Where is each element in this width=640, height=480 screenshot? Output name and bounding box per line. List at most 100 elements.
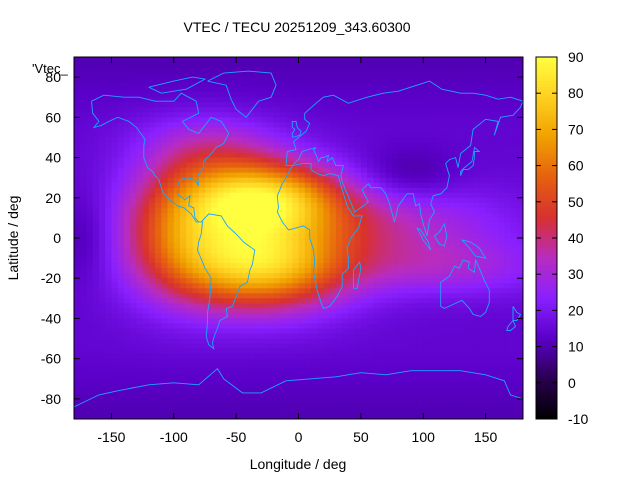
heatmap-cell <box>491 132 499 138</box>
heatmap-cell <box>298 217 306 224</box>
heatmap-cell <box>161 157 168 163</box>
heatmap-cell <box>186 273 193 279</box>
heatmap-cell <box>248 157 256 163</box>
heatmap-cell <box>504 293 511 299</box>
heatmap-cell <box>286 388 293 395</box>
heatmap-cell <box>429 338 437 344</box>
heatmap-cell <box>379 318 387 324</box>
heatmap-cell <box>410 142 418 148</box>
heatmap-cell <box>279 122 287 128</box>
heatmap-cell <box>198 253 206 259</box>
heatmap-cell <box>180 273 187 279</box>
heatmap-cell <box>473 192 480 199</box>
heatmap-cell <box>466 393 474 400</box>
heatmap-cell <box>342 122 349 128</box>
heatmap-cell <box>236 142 243 148</box>
heatmap-cell <box>367 182 374 189</box>
heatmap-cell <box>136 268 143 274</box>
heatmap-cell <box>204 207 212 214</box>
heatmap-cell <box>80 197 87 204</box>
heatmap-cell <box>379 162 387 169</box>
heatmap-cell <box>267 303 274 309</box>
heatmap-cell <box>435 62 443 68</box>
heatmap-cell <box>217 398 225 405</box>
heatmap-cell <box>448 388 455 395</box>
heatmap-cell <box>286 192 293 199</box>
heatmap-cell <box>161 87 168 93</box>
heatmap-cell <box>448 268 455 274</box>
heatmap-cell <box>248 383 256 390</box>
heatmap-cell <box>416 77 424 83</box>
heatmap-cell <box>342 202 349 209</box>
heatmap-cell <box>392 67 399 73</box>
heatmap-cell <box>223 383 231 390</box>
heatmap-cell <box>473 238 480 244</box>
heatmap-cell <box>317 122 324 128</box>
heatmap-cell <box>198 353 206 360</box>
heatmap-cell <box>441 97 449 103</box>
heatmap-cell <box>86 227 94 234</box>
heatmap-cell <box>491 318 499 324</box>
heatmap-cell <box>448 368 455 375</box>
heatmap-cell <box>504 363 511 370</box>
heatmap-cell <box>155 222 162 229</box>
heatmap-cell <box>466 137 474 143</box>
heatmap-cell <box>92 142 100 148</box>
heatmap-cell <box>323 393 331 400</box>
heatmap-cell <box>416 283 424 289</box>
heatmap-cell <box>136 358 143 365</box>
heatmap-cell <box>379 378 387 385</box>
heatmap-cell <box>510 398 518 405</box>
heatmap-cell <box>466 107 474 113</box>
heatmap-cell <box>123 217 131 224</box>
heatmap-cell <box>74 127 81 133</box>
heatmap-cell <box>510 248 518 254</box>
heatmap-cell <box>192 318 200 324</box>
heatmap-cell <box>254 388 262 395</box>
heatmap-cell <box>198 238 206 244</box>
heatmap-cell <box>261 263 268 269</box>
heatmap-cell <box>254 283 262 289</box>
heatmap-cell <box>223 268 231 274</box>
heatmap-cell <box>454 72 462 78</box>
heatmap-cell <box>379 338 387 344</box>
heatmap-cell <box>379 313 387 319</box>
heatmap-cell <box>117 77 125 83</box>
heatmap-cell <box>441 278 449 284</box>
heatmap-cell <box>304 333 312 339</box>
heatmap-cell <box>279 368 287 375</box>
heatmap-cell <box>516 388 524 395</box>
heatmap-cell <box>192 202 200 209</box>
heatmap-cell <box>167 222 175 229</box>
heatmap-cell <box>267 187 274 194</box>
heatmap-cell <box>354 222 362 229</box>
heatmap-cell <box>298 373 306 380</box>
heatmap-cell <box>173 363 181 370</box>
heatmap-cell <box>473 172 480 179</box>
heatmap-cell <box>248 187 256 194</box>
heatmap-cell <box>161 202 168 209</box>
heatmap-cell <box>516 87 524 93</box>
heatmap-cell <box>223 348 231 355</box>
heatmap-cell <box>317 323 324 329</box>
heatmap-cell <box>130 368 137 375</box>
heatmap-cell <box>354 293 362 299</box>
heatmap-cell <box>148 207 156 214</box>
heatmap-cell <box>498 177 505 184</box>
heatmap-cell <box>167 383 175 390</box>
heatmap-cell <box>292 383 299 390</box>
heatmap-cell <box>148 263 156 269</box>
heatmap-cell <box>211 263 218 269</box>
heatmap-cell <box>516 398 524 405</box>
heatmap-cell <box>167 162 175 169</box>
heatmap-cell <box>167 177 175 184</box>
heatmap-cell <box>142 182 150 189</box>
heatmap-cell <box>211 112 218 118</box>
heatmap-cell <box>354 107 362 113</box>
heatmap-cell <box>248 268 256 274</box>
heatmap-cell <box>180 353 187 360</box>
heatmap-cell <box>211 258 218 264</box>
heatmap-cell <box>92 57 100 63</box>
heatmap-cell <box>167 57 175 63</box>
heatmap-cell <box>186 313 193 319</box>
